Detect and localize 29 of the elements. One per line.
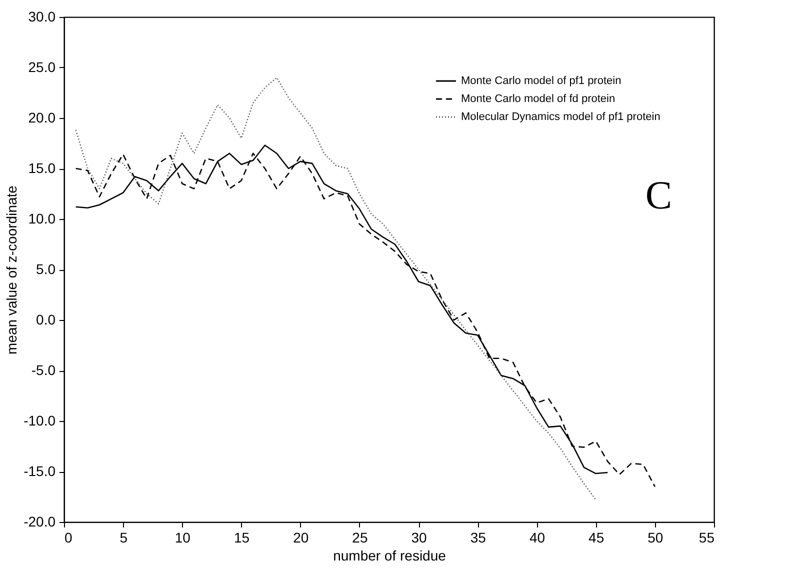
y-tick-label: -15.0: [24, 463, 56, 479]
x-tick-label: 40: [529, 530, 546, 546]
y-tick-label: 5.0: [36, 261, 56, 277]
y-tick-label: 15.0: [28, 160, 56, 176]
y-tick-label: 25.0: [28, 59, 56, 75]
x-tick-label: 0: [64, 530, 72, 546]
legend-label: Molecular Dynamics model of pf1 protein: [461, 111, 660, 123]
x-tick-label: 25: [352, 530, 368, 546]
y-tick-label: 10.0: [28, 210, 56, 226]
y-tick-label: 20.0: [28, 110, 56, 126]
y-tick-label: 30.0: [28, 8, 56, 24]
x-tick-label: 55: [698, 530, 715, 546]
x-tick-label: 5: [120, 530, 128, 546]
x-tick-label: 45: [588, 530, 604, 546]
x-axis-title: number of residue: [333, 548, 446, 564]
annotation: C: [645, 172, 672, 218]
x-tick-label: 35: [470, 530, 486, 546]
x-tick-label: 15: [234, 530, 250, 546]
y-tick-label: -10.0: [24, 412, 56, 428]
y-tick-label: -20.0: [24, 514, 56, 530]
x-tick-label: 20: [293, 530, 309, 546]
y-tick-label: 0.0: [36, 312, 56, 328]
y-tick-label: -5.0: [31, 362, 56, 378]
x-tick-label: 50: [648, 530, 664, 546]
x-tick-label: 30: [411, 530, 428, 546]
x-tick-label: 10: [174, 530, 191, 546]
legend-label: Monte Carlo model of pf1 protein: [461, 75, 622, 87]
y-axis-title: mean value of z-coordinate: [4, 185, 20, 354]
legend-label: Monte Carlo model of fd protein: [461, 93, 616, 105]
